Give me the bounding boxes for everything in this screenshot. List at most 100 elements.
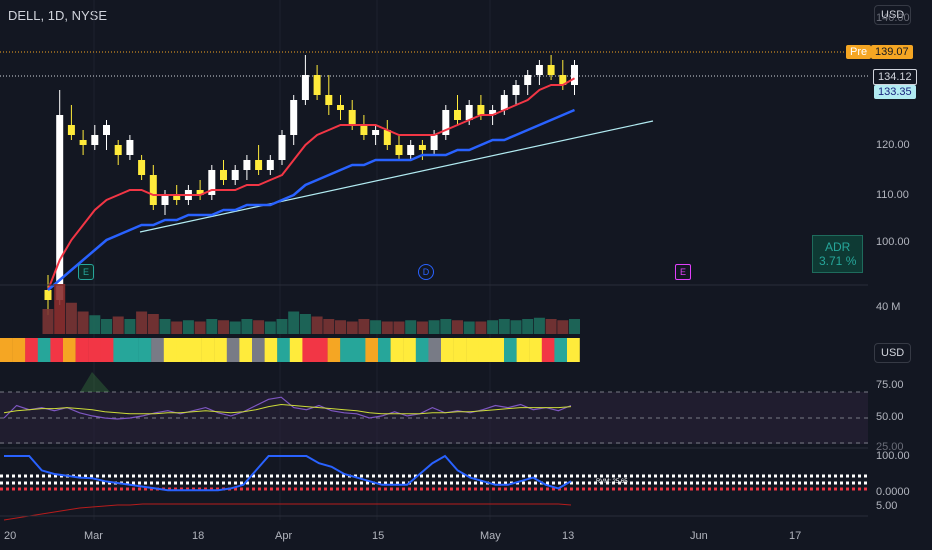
- volume-bar: [452, 320, 463, 334]
- color-strip-cell: [491, 338, 505, 362]
- volume-bar: [428, 320, 440, 334]
- candle-body: [255, 160, 263, 170]
- color-strip-cell: [189, 338, 202, 362]
- earnings-icon[interactable]: E: [78, 264, 94, 280]
- rvm-label: RVM: 25.65: [596, 479, 628, 485]
- volume-bar: [299, 314, 311, 334]
- candle-body: [337, 105, 344, 110]
- candle-body: [395, 145, 403, 155]
- candle-body: [418, 145, 426, 150]
- volume-bar: [253, 320, 265, 334]
- volume-bar: [124, 319, 136, 334]
- volume-bar: [323, 319, 335, 334]
- volume-bar: [440, 319, 452, 334]
- color-strip-cell: [541, 338, 555, 362]
- color-strip-cell: [403, 338, 416, 362]
- currency-selector-top[interactable]: USD: [874, 5, 912, 25]
- rsi-label-50: 50.00: [876, 411, 904, 423]
- candle-body: [114, 145, 122, 155]
- volume-bar: [522, 319, 534, 334]
- volume-bar: [206, 319, 218, 334]
- color-strip-cell: [289, 338, 303, 362]
- candle-body: [383, 130, 391, 145]
- volume-bar: [264, 321, 276, 334]
- volume-bar: [545, 319, 557, 334]
- ema-slow-line: [47, 108, 575, 291]
- volume-bar: [182, 320, 194, 334]
- candle-body: [547, 65, 555, 75]
- price-label-100: 100.00: [876, 236, 910, 248]
- volume-bar: [159, 319, 171, 334]
- color-strip-cell: [113, 338, 127, 362]
- color-strip-cell: [340, 338, 353, 362]
- volume-bar: [416, 321, 428, 334]
- color-strip-cell: [37, 338, 51, 362]
- color-strip-cell: [100, 338, 114, 362]
- color-strip-cell: [302, 338, 316, 362]
- candle-body: [266, 160, 274, 170]
- rsi-signal-line: [3, 403, 572, 415]
- color-strip-cell: [352, 338, 366, 362]
- symbol-title[interactable]: DELL, 1D, NYSE: [8, 8, 107, 23]
- color-strip-cell: [138, 338, 152, 362]
- x-label-20: 20: [4, 530, 17, 542]
- color-strip-cell: [327, 338, 341, 362]
- volume-bar: [194, 321, 206, 334]
- candles-group: [44, 55, 578, 315]
- adr-indicator: ADR 3.71 %: [812, 235, 864, 273]
- candle-body: [325, 95, 333, 105]
- volume-bar: [288, 311, 300, 334]
- price-label-120: 120.00: [876, 139, 910, 151]
- x-label-jun: Jun: [690, 530, 708, 542]
- candle-body: [454, 110, 461, 120]
- earnings-upcoming-icon[interactable]: E: [675, 264, 691, 280]
- candle-body: [67, 125, 75, 135]
- color-strip-cell: [554, 338, 568, 362]
- price-label-110: 110.00: [876, 189, 909, 201]
- rvm-label-5: 5.00: [876, 500, 898, 512]
- pre-market-badge: Pre: [846, 45, 872, 59]
- color-strip-cell: [415, 338, 429, 362]
- candle-body: [220, 170, 227, 180]
- candle-body: [44, 290, 52, 300]
- candle-body: [313, 75, 321, 95]
- color-strip-cell: [50, 338, 64, 362]
- volume-bar: [463, 321, 475, 334]
- volume-bar: [77, 311, 89, 334]
- ema-price-tag: 133.35: [874, 85, 916, 99]
- color-strip-cell: [516, 338, 530, 362]
- color-strip-cell: [226, 338, 240, 362]
- x-label-mar: Mar: [84, 530, 103, 542]
- candle-body: [571, 65, 578, 85]
- candle-body: [489, 110, 497, 115]
- candle-body: [243, 160, 251, 170]
- color-strip-cell: [88, 338, 101, 362]
- volume-bar: [335, 320, 346, 334]
- candle-body: [103, 125, 110, 135]
- color-strip-cell: [390, 338, 404, 362]
- currency-selector-mid[interactable]: USD: [874, 343, 912, 363]
- color-strip-cell: [252, 338, 265, 362]
- candle-body: [348, 110, 356, 125]
- color-strip-cell: [466, 338, 479, 362]
- volume-bar: [101, 319, 112, 334]
- volume-bar: [569, 319, 580, 334]
- adr-line: [3, 503, 572, 521]
- rsi-overbought-fill: [80, 372, 110, 392]
- candle-body: [500, 95, 508, 110]
- color-strip-cell: [277, 338, 290, 362]
- volume-bar: [89, 315, 101, 334]
- volume-bar: [112, 316, 124, 334]
- volume-bar: [358, 319, 370, 334]
- x-label-15: 15: [372, 530, 385, 542]
- volume-bar: [42, 309, 54, 334]
- dividend-icon[interactable]: D: [418, 264, 434, 280]
- volume-bar: [393, 321, 405, 334]
- color-strip-cell: [378, 338, 391, 362]
- color-strip-cell: [201, 338, 215, 362]
- color-strip: [0, 338, 580, 362]
- candle-body: [173, 195, 181, 200]
- volume-bar: [510, 320, 522, 334]
- candle-body: [79, 140, 87, 145]
